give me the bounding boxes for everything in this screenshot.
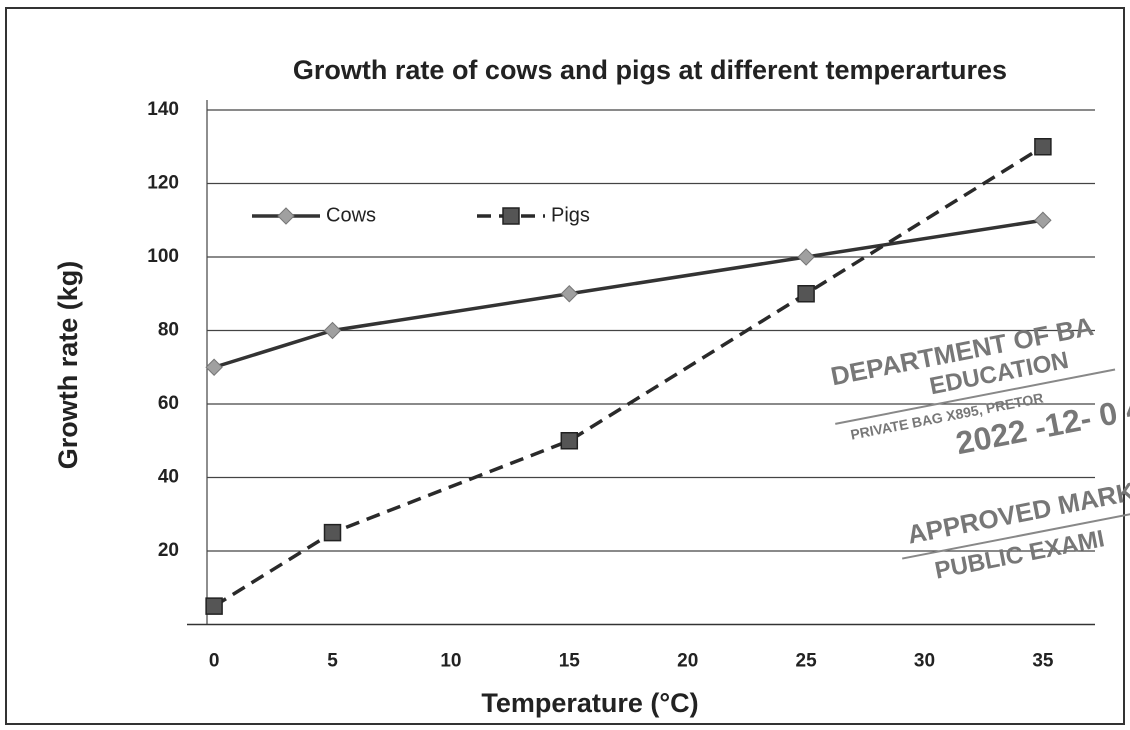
marker <box>205 358 223 376</box>
chart-title: Growth rate of cows and pigs at differen… <box>293 55 1007 85</box>
stamp-rule <box>902 510 1130 560</box>
y-tick-label: 60 <box>158 393 179 414</box>
legend-label: Pigs <box>551 204 590 226</box>
marker <box>205 597 223 615</box>
y-tick-label: 40 <box>158 467 179 488</box>
y-axis-label: Growth rate (kg) <box>53 261 83 470</box>
y-tick-label: 120 <box>147 173 179 194</box>
legend-label: Cows <box>326 204 376 226</box>
marker <box>277 207 295 225</box>
y-tick-label: 20 <box>158 540 179 561</box>
x-tick-label: 30 <box>914 651 935 672</box>
x-tick-label: 25 <box>796 651 818 672</box>
marker <box>560 285 579 303</box>
y-tick-label: 100 <box>147 246 179 267</box>
series-line <box>213 145 1044 608</box>
marker <box>502 207 520 225</box>
x-tick-label: 35 <box>1032 651 1054 672</box>
marker <box>1034 211 1052 229</box>
marker <box>560 432 579 450</box>
marker <box>323 321 342 340</box>
marker <box>1034 138 1052 156</box>
x-tick-label: 15 <box>559 651 581 672</box>
marker <box>797 285 815 303</box>
x-tick-label: 10 <box>440 651 461 672</box>
y-tick-label: 140 <box>147 99 179 120</box>
x-tick-label: 20 <box>677 651 698 672</box>
x-tick-label: 0 <box>209 651 220 672</box>
y-tick-label: 80 <box>158 320 179 341</box>
stamp-rule <box>835 368 1116 425</box>
x-axis-label: Temperature (°C) <box>481 688 698 718</box>
marker <box>323 523 342 542</box>
x-tick-label: 5 <box>327 651 338 672</box>
frame <box>5 7 1125 725</box>
marker <box>797 248 815 266</box>
